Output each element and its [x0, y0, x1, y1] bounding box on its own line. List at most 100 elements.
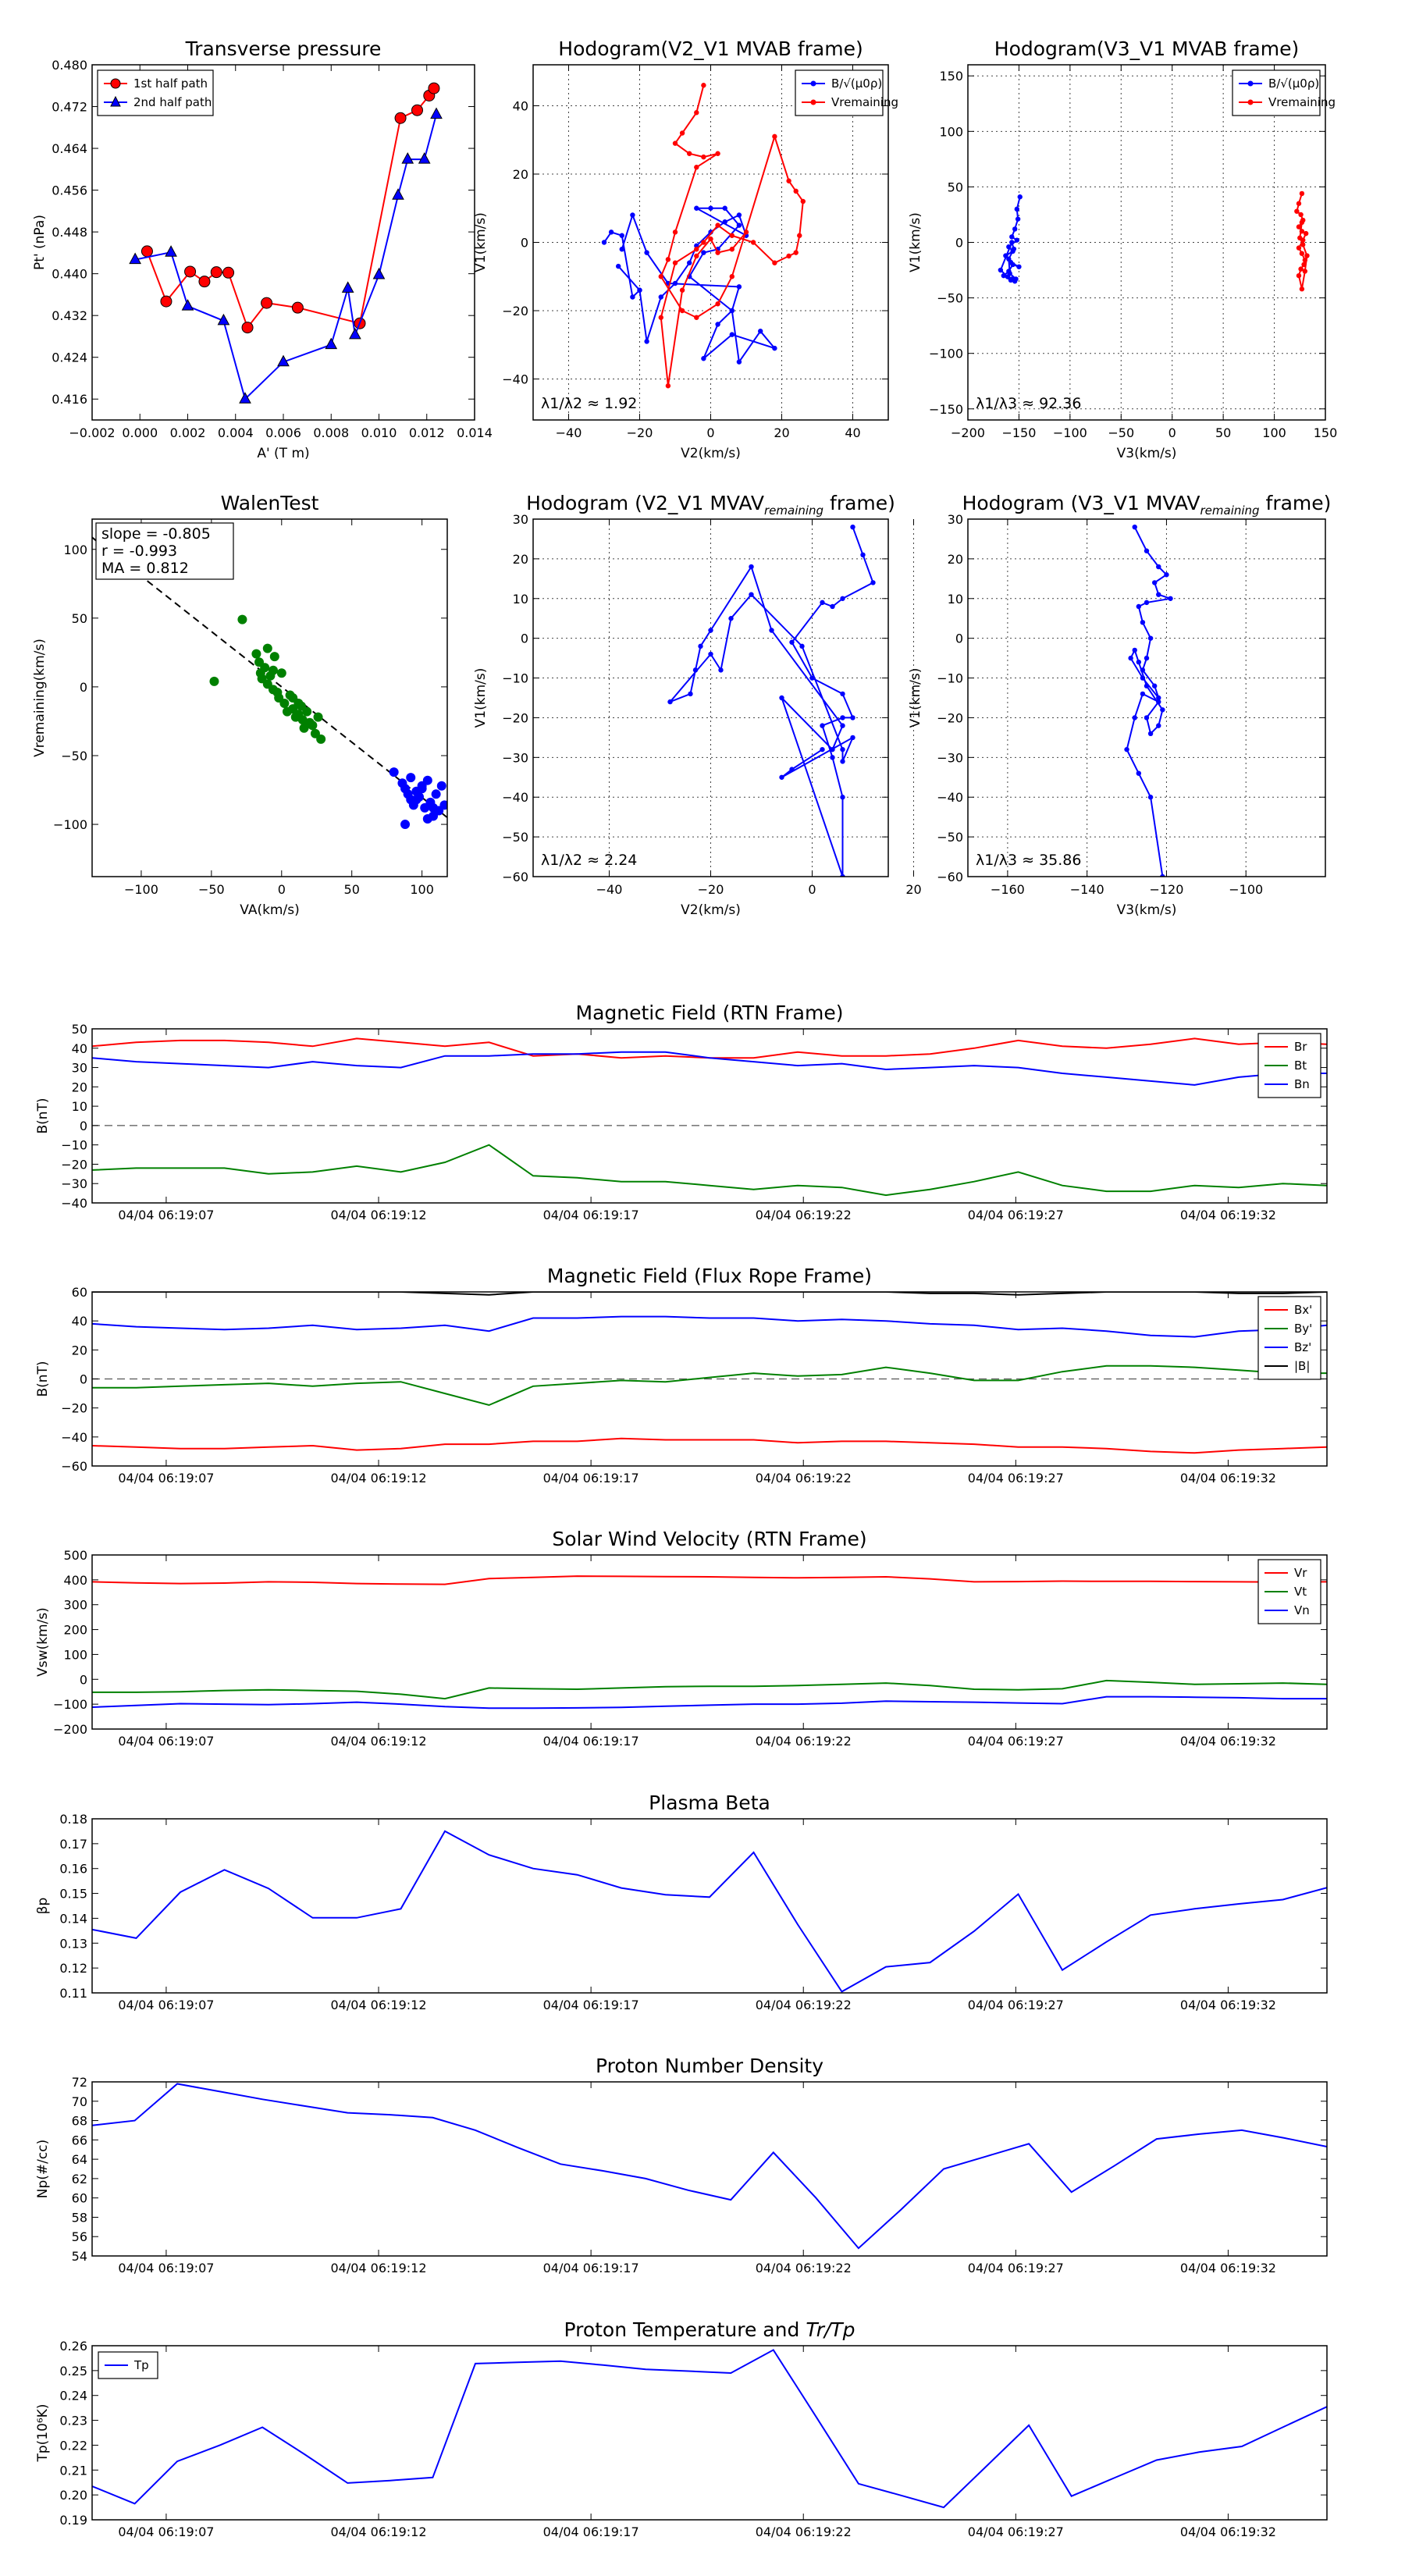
x-tick-label: −100	[1229, 882, 1263, 897]
data-point	[715, 222, 720, 228]
data-point	[644, 250, 649, 255]
y-tick-label: −20	[502, 304, 528, 318]
x-tick-label: 100	[410, 882, 434, 897]
data-point	[809, 675, 815, 681]
data-point	[687, 151, 692, 156]
data-point	[1014, 206, 1020, 212]
data-point	[1006, 244, 1012, 250]
title-subscript: remaining	[764, 503, 823, 518]
x-tick-label: 04/04 06:19:32	[1180, 2524, 1276, 2539]
data-point	[401, 152, 414, 164]
y-axis-label: Tp(10⁶K)	[35, 2403, 51, 2462]
y-tick-label: 50	[72, 611, 87, 626]
series-bz-	[92, 1315, 1327, 1338]
y-tick-label: 0.448	[52, 225, 87, 240]
data-point	[850, 735, 855, 741]
y-tick-label: −100	[53, 817, 87, 832]
plot-area	[92, 536, 447, 830]
series-2nd-half-path	[129, 107, 443, 404]
series-1st-half-path	[140, 82, 440, 334]
x-tick-label: 04/04 06:19:22	[756, 1208, 852, 1222]
y-tick-label: 0.17	[59, 1837, 87, 1852]
y-tick-label: 0	[80, 680, 87, 695]
legend-label: Vremaining	[1268, 95, 1336, 109]
y-tick-label: 0.25	[59, 2364, 87, 2379]
data-point	[789, 639, 795, 645]
plot-frame	[91, 1818, 1328, 1994]
chart-title: Proton Temperature and Tr/Tp	[564, 2318, 855, 2341]
y-tick-label: 30	[948, 512, 963, 527]
data-point	[262, 643, 272, 653]
y-tick-label: 0.480	[52, 58, 87, 73]
x-tick-label: 0.008	[313, 425, 349, 440]
series-beta	[92, 1830, 1327, 1993]
y-tick-label: −10	[937, 671, 963, 686]
data-point	[1160, 873, 1165, 877]
data-point	[279, 699, 290, 709]
x-tick-label: 0.012	[409, 425, 445, 440]
data-point	[694, 165, 699, 170]
data-point	[729, 274, 735, 279]
data-point	[820, 723, 825, 728]
data-point	[165, 245, 177, 257]
data-point	[840, 795, 845, 800]
legend-label: |B|	[1294, 1359, 1310, 1373]
y-tick-label: 0.11	[59, 1986, 87, 2001]
data-point	[1010, 262, 1016, 268]
data-point	[1144, 655, 1150, 661]
proton-number-density-chart: Proton Number Density 54 56 58 60 62 64 66 68 70 7…	[35, 2055, 1328, 2275]
plot-frame	[91, 2081, 1328, 2257]
data-point	[198, 276, 211, 288]
y-tick-label: 0.20	[59, 2488, 87, 2503]
plot-frame	[532, 64, 889, 421]
data-point	[679, 287, 685, 293]
series-np	[92, 2083, 1327, 2250]
y-tick-label: 0	[521, 632, 528, 646]
series-line	[92, 1037, 1327, 1059]
data-point	[667, 699, 673, 705]
data-point	[1298, 212, 1304, 218]
y-tick-label: 0.24	[59, 2389, 87, 2403]
y-tick-label: −60	[502, 870, 528, 884]
data-point	[1147, 795, 1154, 800]
x-tick-label: 04/04 06:19:12	[330, 1471, 426, 1485]
y-tick-label: 10	[948, 592, 963, 607]
data-point	[694, 315, 699, 320]
x-tick-label: 0.014	[457, 425, 493, 440]
data-point	[1016, 264, 1022, 269]
data-point	[1132, 647, 1137, 653]
x-tick-label: 04/04 06:19:07	[118, 1734, 214, 1749]
data-point	[411, 795, 422, 805]
x-axis-label: A' (T m)	[257, 446, 309, 461]
data-point	[1017, 194, 1023, 200]
data-point	[430, 107, 443, 119]
series-line	[134, 114, 437, 401]
y-tick-label: 20	[72, 1080, 87, 1094]
data-point	[1003, 253, 1008, 258]
data-point	[644, 339, 649, 344]
x-tick-label: 100	[1262, 425, 1286, 440]
y-tick-label: 0.22	[59, 2438, 87, 2453]
walen-test-chart: WalenTest −100 −50 0 50 100 −100 −50 0 50 100 VA(km…	[32, 492, 448, 918]
x-tick-label: −40	[596, 882, 623, 897]
y-tick-label: −60	[937, 870, 963, 884]
plot-frame	[91, 1028, 1328, 1204]
y-tick-label: −20	[502, 710, 528, 725]
y-tick-label: 68	[72, 2114, 87, 2129]
data-point	[820, 746, 825, 753]
series-tp	[92, 2349, 1327, 2509]
data-point	[665, 383, 671, 389]
plasma-beta-chart: Plasma Beta 0.11 0.12 0.13 0.14 0.15 0.16 0.17 0…	[35, 1791, 1328, 2012]
data-point	[1012, 279, 1018, 284]
data-point	[1128, 655, 1133, 661]
chart-title: Magnetic Field (Flux Rope Frame)	[547, 1265, 872, 1287]
y-tick-label: 40	[513, 99, 528, 114]
legend: 1st half path 2nd half path	[97, 69, 214, 116]
series-line	[603, 207, 777, 365]
x-tick-label: 04/04 06:19:27	[968, 2524, 1064, 2539]
data-point	[800, 198, 806, 205]
x-tick-label: 04/04 06:19:27	[968, 1734, 1064, 1749]
data-point	[1296, 245, 1302, 251]
series-by-	[92, 1364, 1327, 1407]
data-point	[786, 253, 791, 259]
